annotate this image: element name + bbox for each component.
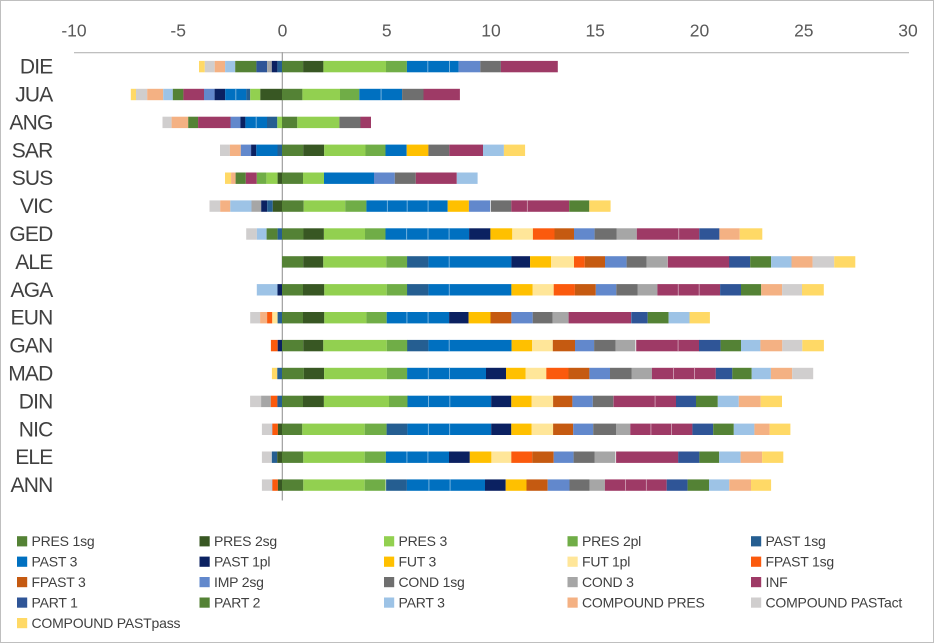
svg-text:10: 10 xyxy=(481,21,501,41)
svg-text:PRES 2sg: PRES 2sg xyxy=(214,533,277,549)
svg-text:FUT 3: FUT 3 xyxy=(399,553,437,569)
svg-text:PAST 3: PAST 3 xyxy=(32,553,78,569)
svg-text:PART 3: PART 3 xyxy=(399,594,446,610)
svg-text:GED: GED xyxy=(9,223,53,246)
svg-text:ALE: ALE xyxy=(15,251,53,274)
svg-text:EUN: EUN xyxy=(11,307,53,330)
svg-text:PAST 1sg: PAST 1sg xyxy=(766,533,826,549)
svg-text:SUS: SUS xyxy=(12,167,54,190)
svg-text:VIC: VIC xyxy=(20,195,53,218)
svg-text:COND 1sg: COND 1sg xyxy=(399,574,465,590)
svg-text:PAST 1pl: PAST 1pl xyxy=(214,553,270,569)
svg-text:COND 3: COND 3 xyxy=(582,574,634,590)
svg-text:15: 15 xyxy=(585,21,604,41)
svg-text:PART 2: PART 2 xyxy=(214,594,261,610)
svg-text:PRES 2pl: PRES 2pl xyxy=(582,533,641,549)
svg-text:ANN: ANN xyxy=(11,474,53,497)
svg-text:25: 25 xyxy=(794,21,813,41)
svg-text:GAN: GAN xyxy=(9,335,52,358)
svg-text:ANG: ANG xyxy=(9,111,52,134)
svg-text:JUA: JUA xyxy=(15,84,53,107)
svg-text:IMP 2sg: IMP 2sg xyxy=(214,574,264,590)
svg-text:FPAST 3: FPAST 3 xyxy=(32,574,87,590)
svg-text:FPAST 1sg: FPAST 1sg xyxy=(766,553,835,569)
svg-text:MAD: MAD xyxy=(8,363,53,386)
svg-text:DIN: DIN xyxy=(19,390,53,413)
svg-text:PRES 3: PRES 3 xyxy=(399,533,448,549)
svg-text:FUT 1pl: FUT 1pl xyxy=(582,553,630,569)
svg-text:ELE: ELE xyxy=(15,446,53,469)
svg-text:AGA: AGA xyxy=(11,279,54,302)
svg-text:PART 1: PART 1 xyxy=(32,594,79,610)
svg-text:COMPOUND PASTact: COMPOUND PASTact xyxy=(766,594,903,610)
svg-text:20: 20 xyxy=(690,21,710,41)
svg-text:30: 30 xyxy=(898,21,918,41)
svg-text:COMPOUND PASTpass: COMPOUND PASTpass xyxy=(32,615,181,631)
svg-text:COMPOUND PRES: COMPOUND PRES xyxy=(582,594,705,610)
svg-text:-5: -5 xyxy=(170,21,186,41)
svg-text:NIC: NIC xyxy=(19,418,53,441)
svg-text:5: 5 xyxy=(382,21,392,41)
svg-text:INF: INF xyxy=(766,574,788,590)
svg-text:-10: -10 xyxy=(61,21,87,41)
svg-text:DIE: DIE xyxy=(20,56,53,79)
svg-text:SAR: SAR xyxy=(12,139,53,162)
svg-text:PRES 1sg: PRES 1sg xyxy=(32,533,95,549)
svg-text:0: 0 xyxy=(278,21,288,41)
